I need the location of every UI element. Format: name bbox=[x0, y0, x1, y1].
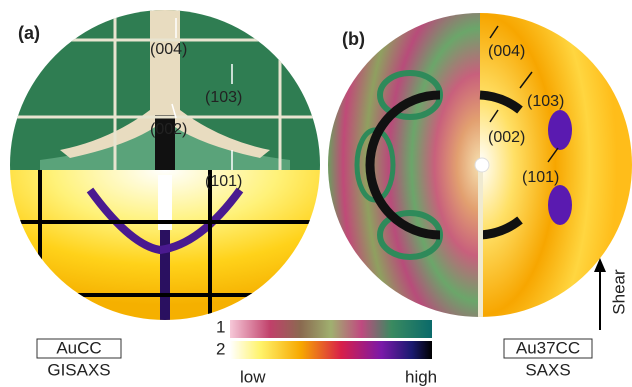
sample-method: SAXS bbox=[525, 360, 570, 379]
left-half bbox=[328, 13, 480, 317]
panel-label: (a) bbox=[18, 23, 40, 43]
shear-label: Shear bbox=[609, 269, 628, 315]
beamstop bbox=[478, 165, 483, 320]
colorbar-1 bbox=[230, 320, 432, 338]
figure: (a) (004) (103) (002) (101) (b) (004) (1… bbox=[0, 0, 632, 387]
peak-label: (101) bbox=[205, 173, 242, 190]
saxs-pattern bbox=[328, 13, 632, 320]
peak-label: (002) bbox=[150, 121, 187, 138]
colorbar-row-label: 1 bbox=[216, 317, 225, 336]
sample-name: AuCC bbox=[56, 338, 101, 357]
page: (a) (004) (103) (002) (101) (b) (004) (1… bbox=[0, 0, 632, 387]
peak-label: (103) bbox=[205, 89, 242, 106]
peak-label: (101) bbox=[522, 169, 559, 186]
spot bbox=[548, 110, 572, 150]
peak-label: (103) bbox=[527, 93, 564, 110]
sample-name: Au37CC bbox=[516, 338, 580, 357]
peak-label: (002) bbox=[488, 129, 525, 146]
colorbar-high: high bbox=[405, 367, 437, 386]
peak-label: (004) bbox=[150, 41, 187, 58]
spot bbox=[548, 185, 572, 225]
colorbar-row-label: 2 bbox=[216, 339, 225, 358]
colorbar-2 bbox=[230, 341, 432, 359]
panel-label: (b) bbox=[342, 29, 365, 49]
center bbox=[475, 158, 489, 172]
sample-method: GISAXS bbox=[47, 360, 110, 379]
peak-label: (004) bbox=[488, 43, 525, 60]
colorbar-low: low bbox=[240, 367, 266, 386]
